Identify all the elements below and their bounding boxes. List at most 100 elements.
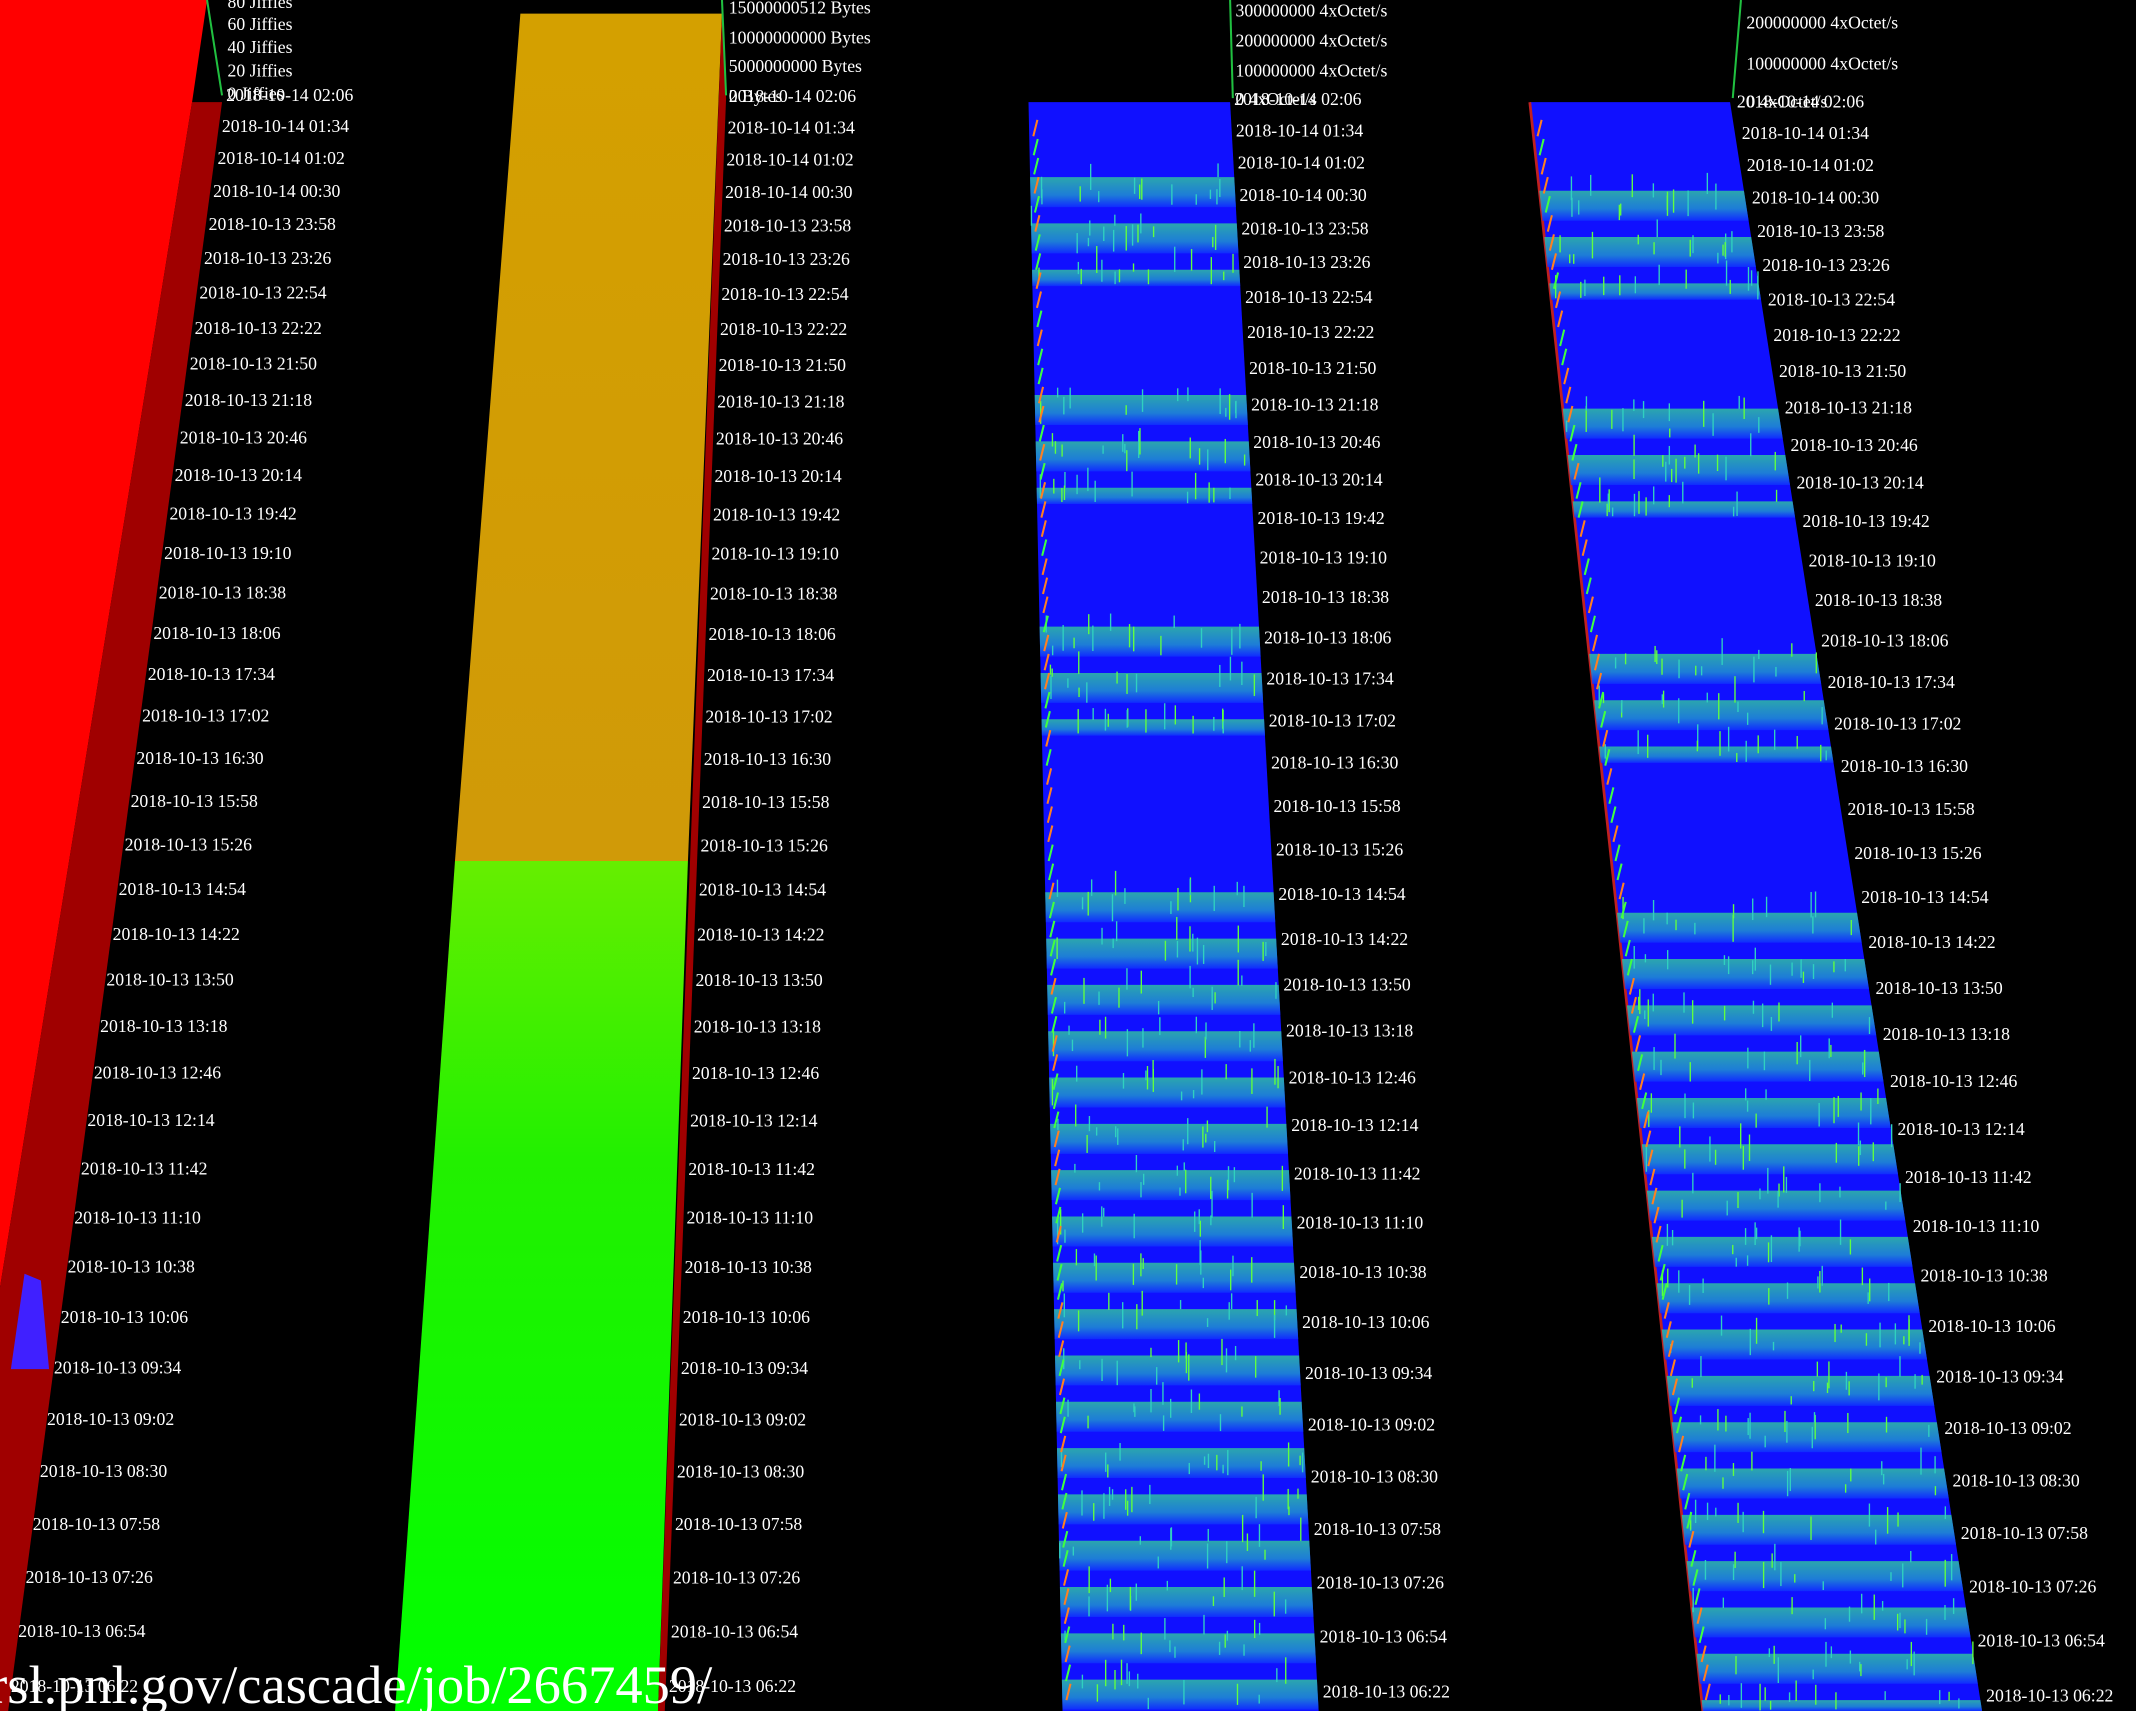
time-label: 2018-10-13 07:58 — [675, 1514, 802, 1534]
texture-edge — [1047, 825, 1054, 843]
texture-band — [1594, 700, 1829, 731]
texture-band — [1039, 626, 1261, 657]
texture-edge — [1063, 1588, 1070, 1605]
time-label: 2018-10-13 18:38 — [159, 583, 286, 603]
texture-edge — [1581, 539, 1588, 557]
time-label: 2018-10-13 16:30 — [1841, 756, 1968, 776]
time-label: 2018-10-13 22:22 — [720, 319, 847, 339]
texture-band — [1060, 1633, 1317, 1664]
time-label: 2018-10-13 09:02 — [679, 1409, 806, 1429]
texture-edge — [1062, 1569, 1070, 1586]
time-label: 2018-10-14 01:34 — [728, 117, 855, 137]
axis-label: 100000000 4xOctet/s — [1236, 60, 1388, 80]
time-label: 2018-10-13 13:50 — [1875, 978, 2002, 998]
texture-edge — [1618, 882, 1625, 900]
time-label: 2018-10-13 23:26 — [723, 249, 850, 269]
time-label: 2018-10-13 19:10 — [1260, 547, 1387, 567]
time-label: 2018-10-13 06:22 — [1323, 1681, 1450, 1701]
texture-band — [1589, 653, 1822, 684]
texture-band — [1631, 1051, 1884, 1082]
texture-edge — [1051, 1015, 1058, 1033]
time-label: 2018-10-13 14:54 — [1861, 887, 1988, 907]
texture-band — [1696, 1653, 1978, 1684]
texture-edge — [1700, 1645, 1707, 1663]
memory-side — [657, 13, 727, 1711]
texture-band — [1651, 1236, 1913, 1267]
texture-edge — [1643, 1111, 1650, 1129]
texture-edge — [1058, 1378, 1066, 1396]
texture-edge — [1616, 863, 1623, 881]
time-label: 2018-10-13 11:10 — [687, 1208, 814, 1228]
cpu-blob — [10, 1273, 50, 1370]
time-label: 2018-10-13 14:54 — [699, 880, 826, 900]
texture-band — [1045, 892, 1276, 923]
time-label: 2018-10-13 13:18 — [1286, 1021, 1413, 1041]
time-label: 2018-10-13 20:14 — [1796, 473, 1923, 493]
texture-edge — [1575, 481, 1582, 499]
texture-edge — [1062, 1549, 1069, 1567]
texture-edge — [1577, 501, 1584, 518]
time-label: 2018-10-13 06:22 — [669, 1676, 796, 1696]
texture-edge — [1060, 1454, 1067, 1472]
time-label: 2018-10-14 02:06 — [729, 86, 856, 106]
texture-edge — [1555, 291, 1562, 309]
texture-edge — [1593, 653, 1601, 671]
texture-edge — [1054, 1187, 1061, 1205]
time-label: 2018-10-14 01:34 — [1236, 120, 1363, 140]
texture-edge — [1559, 329, 1566, 347]
texture-edge — [1065, 1664, 1072, 1682]
texture-edge — [1628, 977, 1635, 995]
texture-band — [1626, 1005, 1877, 1036]
texture-edge — [1063, 1607, 1070, 1625]
time-label: 2018-10-13 10:06 — [1302, 1312, 1429, 1332]
texture-edge — [1696, 1607, 1703, 1625]
texture-band — [1041, 719, 1265, 736]
time-label: 2018-10-13 22:22 — [195, 318, 322, 338]
time-label: 2018-10-13 07:26 — [1317, 1573, 1444, 1593]
memory-axis — [720, 0, 728, 96]
texture-edge — [1571, 443, 1578, 461]
texture-edge — [1632, 1015, 1640, 1033]
texture-edge — [1565, 386, 1572, 404]
axis-label: 100000000 4xOctet/s — [1746, 53, 1898, 73]
texture-band — [1053, 1262, 1296, 1293]
time-label: 2018-10-13 18:06 — [709, 624, 836, 644]
time-label: 2018-10-13 12:14 — [1291, 1115, 1418, 1135]
time-label: 2018-10-13 21:50 — [1779, 361, 1906, 381]
texture-edge — [1048, 882, 1055, 900]
texture-edge — [1047, 844, 1054, 862]
axis-label: 10000000000 Bytes — [729, 28, 871, 48]
texture-edge — [1034, 214, 1041, 232]
texture-edge — [1051, 1035, 1058, 1052]
texture-edge — [1567, 405, 1574, 423]
texture-edge — [1622, 920, 1629, 938]
texture-edge — [1596, 672, 1603, 690]
axis-label: 300000000 4xOctet/s — [1236, 0, 1388, 20]
time-label: 2018-10-13 18:38 — [1815, 590, 1942, 610]
texture-edge — [1048, 901, 1055, 919]
time-label: 2018-10-13 18:06 — [153, 623, 280, 643]
texture-edge — [1057, 1302, 1064, 1319]
time-label: 2018-10-13 06:54 — [18, 1621, 145, 1641]
time-label: 2018-10-13 14:22 — [113, 924, 240, 944]
texture-edge — [1035, 291, 1043, 309]
texture-edge — [1041, 539, 1048, 557]
time-label: 2018-10-13 17:34 — [1828, 672, 1955, 692]
texture-band — [1656, 1283, 1920, 1314]
texture-edge — [1039, 443, 1046, 461]
time-label: 2018-10-13 09:02 — [1944, 1418, 2071, 1438]
texture-edge — [1045, 729, 1052, 747]
time-label: 2018-10-13 07:26 — [26, 1567, 153, 1587]
texture-edge — [1538, 138, 1545, 156]
texture-edge — [1612, 825, 1619, 843]
time-label: 2018-10-13 20:46 — [1253, 432, 1380, 452]
texture-band — [1030, 177, 1236, 208]
texture-edge — [1661, 1282, 1668, 1300]
texture-edge — [1651, 1187, 1658, 1205]
time-label: 2018-10-13 22:22 — [1247, 322, 1374, 342]
time-label: 2018-10-13 18:38 — [710, 583, 837, 603]
time-label: 2018-10-13 15:26 — [1276, 839, 1403, 859]
texture-edge — [1600, 710, 1607, 728]
time-label: 2018-10-14 01:02 — [726, 149, 853, 169]
texture-edge — [1052, 1073, 1059, 1091]
